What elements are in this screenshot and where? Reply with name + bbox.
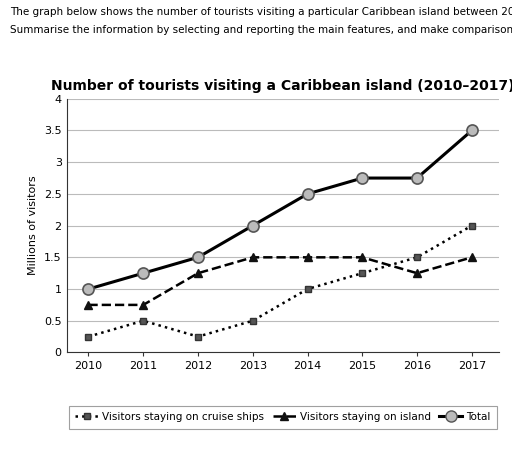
Text: Summarise the information by selecting and reporting the main features, and make: Summarise the information by selecting a…	[10, 25, 512, 35]
Title: Number of tourists visiting a Caribbean island (2010–2017): Number of tourists visiting a Caribbean …	[51, 79, 512, 93]
Text: The graph below shows the number of tourists visiting a particular Caribbean isl: The graph below shows the number of tour…	[10, 7, 512, 17]
Legend: Visitors staying on cruise ships, Visitors staying on island, Total: Visitors staying on cruise ships, Visito…	[69, 406, 497, 429]
Y-axis label: Millions of visitors: Millions of visitors	[28, 176, 38, 275]
